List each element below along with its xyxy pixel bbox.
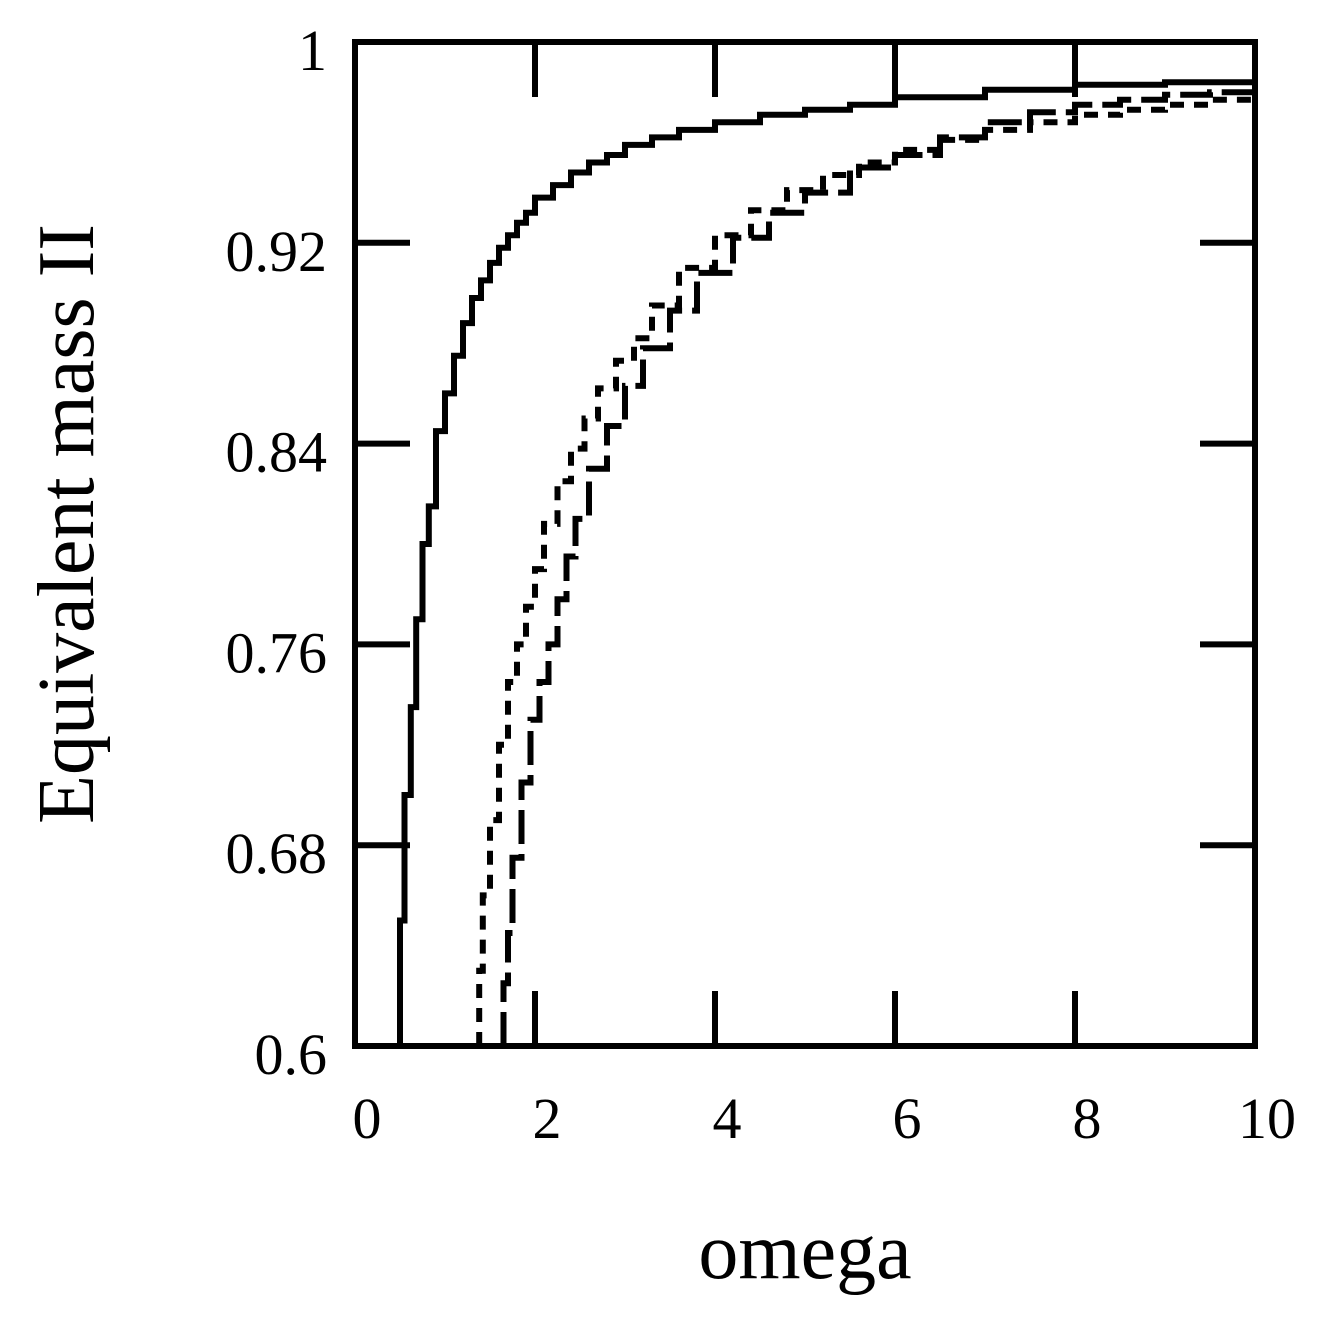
x-tick-label: 6 (893, 1086, 922, 1151)
x-tick-label: 2 (533, 1086, 562, 1151)
series-line-1-solid (397, 79, 1255, 1046)
x-tick-label: 10 (1238, 1086, 1296, 1151)
y-tick-label: 0.76 (226, 620, 328, 685)
y-tick-label: 0.92 (226, 219, 328, 284)
x-tick-label: 8 (1073, 1086, 1102, 1151)
series-line-3-short-dash (476, 96, 1255, 1046)
series-line-2-long-dash (500, 89, 1255, 1046)
series-layer (397, 79, 1255, 1046)
y-axis-title: Equivalent mass II (23, 224, 111, 824)
x-axis-title: omega (698, 1208, 911, 1296)
y-tick-label: 0.68 (226, 821, 328, 886)
labels-layer: 0 2 4 6 8 10 0.6 0.68 0.76 0.84 0.92 1 (226, 18, 1297, 1151)
y-tick-label: 1 (298, 18, 327, 83)
y-tick-label: 0.84 (226, 420, 328, 485)
y-tick-label: 0.6 (255, 1022, 328, 1087)
x-tick-label: 4 (713, 1086, 742, 1151)
plot-frame (352, 39, 1258, 1049)
x-tick-label: 0 (353, 1086, 382, 1151)
